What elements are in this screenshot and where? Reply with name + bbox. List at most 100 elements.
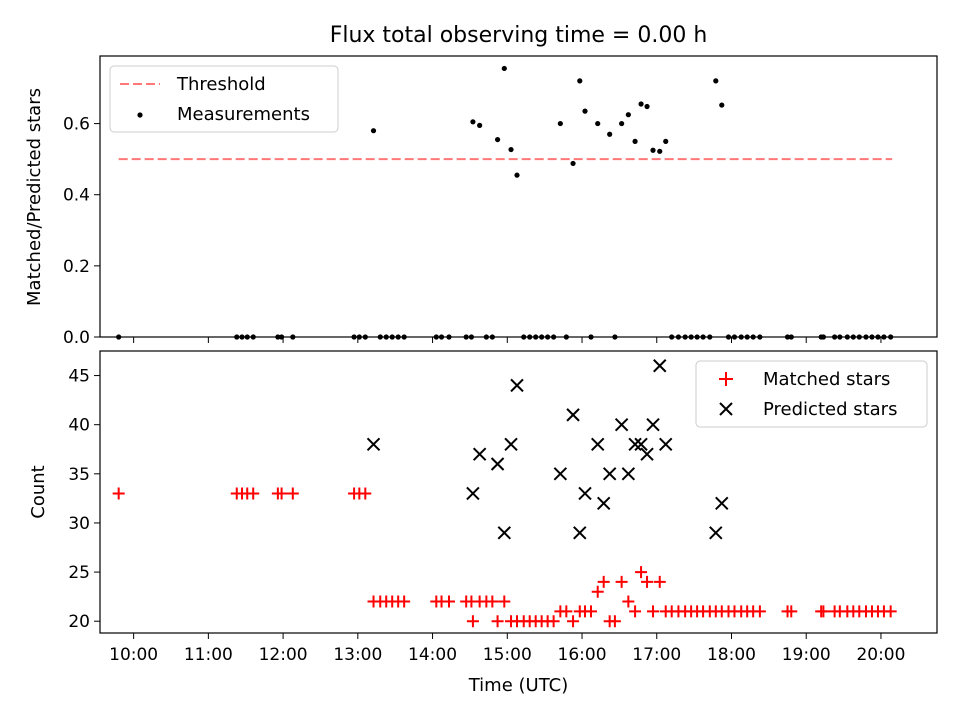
matched-star-marker: [653, 575, 666, 588]
measurement-point: [275, 334, 281, 340]
measurement-point: [377, 334, 383, 340]
measurement-point: [644, 103, 650, 110]
measurement-point: [501, 65, 507, 72]
matched-star-marker: [275, 487, 288, 500]
predicted-star-marker: [715, 496, 729, 511]
measurement-point: [657, 148, 663, 154]
predicted-legend-handle: [719, 402, 733, 416]
matched-star-marker: [498, 595, 511, 608]
matched-star-marker: [466, 615, 479, 628]
measurement-point: [383, 334, 389, 340]
measurement-point: [869, 334, 875, 340]
predicted-star-marker: [553, 467, 568, 481]
bottom-y-tick-label: 45: [68, 367, 90, 387]
predicted-star-marker: [591, 437, 605, 452]
matched-star-marker: [884, 605, 897, 618]
predicted-star-marker: [621, 467, 636, 481]
chart-title: Flux total observing time = 0.00 h: [330, 23, 708, 48]
top-y-axis-label: Matched/Predicted stars: [24, 88, 45, 306]
measurement-point: [438, 334, 445, 340]
measurement-point: [446, 334, 452, 340]
bottom-x-tick-label: 15:00: [483, 645, 532, 665]
measurement-point: [731, 334, 738, 340]
measurement-point: [750, 334, 756, 340]
top-y-tick-label: 0.0: [63, 328, 90, 348]
matched-star-marker: [629, 605, 642, 618]
predicted-star-marker: [634, 437, 648, 452]
bottom-y-tick-label: 35: [68, 465, 90, 485]
measurement-point: [563, 334, 569, 340]
measurement-point: [725, 334, 732, 340]
bottom-y-tick-label: 40: [68, 416, 90, 436]
measurement-point: [619, 120, 625, 127]
predicted-star-marker: [472, 447, 487, 461]
matched-star-marker: [615, 575, 628, 588]
measurement-point: [582, 108, 588, 114]
bottom-legend-box: [695, 360, 928, 428]
measurement-point: [669, 334, 675, 340]
predicted-star-marker: [497, 526, 512, 540]
measurement-point: [533, 334, 539, 340]
top-y-tick-label: 0.6: [63, 115, 90, 135]
measurement-point: [278, 334, 285, 340]
matched-star-markers: [112, 487, 897, 628]
predicted-legend-label: Predicted stars: [763, 399, 897, 420]
matched-legend-label: Matched stars: [763, 369, 890, 390]
measurement-point: [477, 122, 483, 128]
threshold-legend-label: Threshold: [176, 74, 266, 95]
measurement-point: [483, 334, 489, 340]
bottom-x-tick-label: 12:00: [259, 645, 308, 665]
predicted-star-marker: [466, 486, 480, 501]
measurement-point: [757, 334, 763, 340]
measurement-point: [362, 334, 368, 340]
matched-star-marker: [584, 605, 597, 618]
matched-star-marker: [112, 487, 125, 500]
top-y-axis: 0.0 0.2 0.4 0.6: [63, 115, 100, 348]
measurement-point: [694, 334, 700, 340]
measurement-point: [881, 334, 887, 340]
predicted-star-marker: [628, 437, 642, 452]
predicted-star-marker: [578, 486, 592, 501]
bottom-y-tick-label: 25: [68, 563, 90, 583]
predicted-star-marker: [566, 408, 580, 422]
measurement-point: [612, 334, 618, 340]
matched-star-marker: [359, 487, 372, 500]
matched-star-marker: [647, 605, 660, 618]
measurement-point: [494, 136, 501, 143]
bottom-x-tick-label: 13:00: [333, 645, 382, 665]
matched-star-marker: [635, 566, 648, 579]
measurement-point: [788, 334, 794, 340]
measurement-point: [832, 334, 838, 340]
measurement-point: [863, 334, 869, 340]
measurement-point: [356, 334, 362, 340]
bottom-x-tick-label: 17:00: [632, 645, 681, 665]
measurements-legend-handle: [137, 112, 143, 118]
matched-star-marker: [286, 487, 299, 500]
measurement-point: [521, 334, 527, 340]
matched-legend-handle: [719, 372, 733, 386]
predicted-star-marker: [646, 417, 660, 432]
matched-star-marker: [442, 595, 455, 608]
matched-star-marker: [247, 487, 260, 500]
measurement-point: [713, 78, 719, 84]
measurement-point: [837, 334, 843, 340]
bottom-x-tick-label: 19:00: [782, 645, 831, 665]
measurement-point: [539, 334, 545, 340]
bottom-x-tick-label: 16:00: [558, 645, 607, 665]
measurement-point: [744, 334, 750, 340]
bottom-x-tick-label: 10:00: [109, 645, 158, 665]
matched-star-marker: [817, 605, 830, 618]
measurement-point: [856, 334, 862, 340]
measurement-point: [545, 334, 551, 340]
measurement-point: [514, 172, 520, 178]
measurement-point: [370, 128, 377, 134]
predicted-star-markers: [366, 359, 729, 540]
matched-star-marker: [567, 615, 580, 628]
measurement-point: [489, 334, 495, 340]
matched-star-marker: [622, 595, 635, 608]
matched-star-marker: [560, 605, 573, 618]
measurement-point: [700, 334, 706, 340]
matched-star-marker: [591, 585, 604, 598]
measurement-point: [570, 160, 576, 167]
